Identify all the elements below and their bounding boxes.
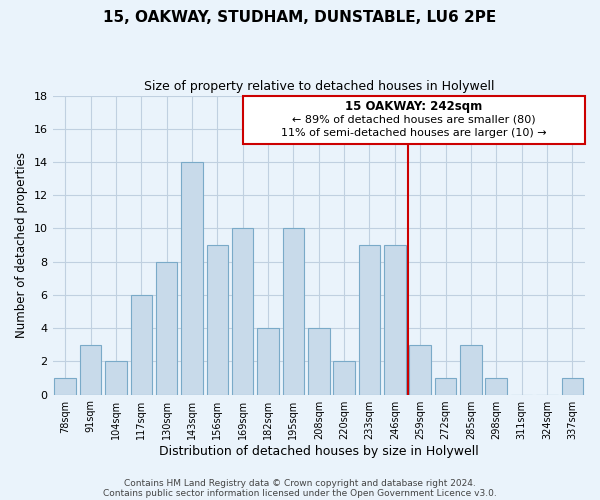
Bar (257, 328, 279, 394)
Y-axis label: Number of detached properties: Number of detached properties (15, 152, 28, 338)
Bar (105, 362, 127, 394)
Bar (80, 344, 101, 395)
Text: 11% of semi-detached houses are larger (10) →: 11% of semi-detached houses are larger (… (281, 128, 547, 138)
Bar (243, 96, 585, 144)
Bar (156, 262, 178, 394)
Bar (283, 228, 304, 394)
Bar (384, 245, 406, 394)
Bar (181, 162, 203, 394)
Text: Contains public sector information licensed under the Open Government Licence v3: Contains public sector information licen… (103, 488, 497, 498)
Text: 15, OAKWAY, STUDHAM, DUNSTABLE, LU6 2PE: 15, OAKWAY, STUDHAM, DUNSTABLE, LU6 2PE (103, 10, 497, 25)
Bar (435, 378, 457, 394)
Text: 15 OAKWAY: 242sqm: 15 OAKWAY: 242sqm (345, 100, 482, 112)
Bar (308, 328, 329, 394)
Title: Size of property relative to detached houses in Holywell: Size of property relative to detached ho… (143, 80, 494, 93)
Bar (409, 344, 431, 395)
Text: Contains HM Land Registry data © Crown copyright and database right 2024.: Contains HM Land Registry data © Crown c… (124, 478, 476, 488)
Bar (562, 378, 583, 394)
X-axis label: Distribution of detached houses by size in Holywell: Distribution of detached houses by size … (159, 444, 479, 458)
Bar (131, 295, 152, 394)
Bar (460, 344, 482, 395)
Bar (55, 378, 76, 394)
Text: ← 89% of detached houses are smaller (80): ← 89% of detached houses are smaller (80… (292, 114, 536, 124)
Bar (359, 245, 380, 394)
Bar (232, 228, 253, 394)
Bar (206, 245, 228, 394)
Bar (485, 378, 507, 394)
Bar (334, 362, 355, 394)
